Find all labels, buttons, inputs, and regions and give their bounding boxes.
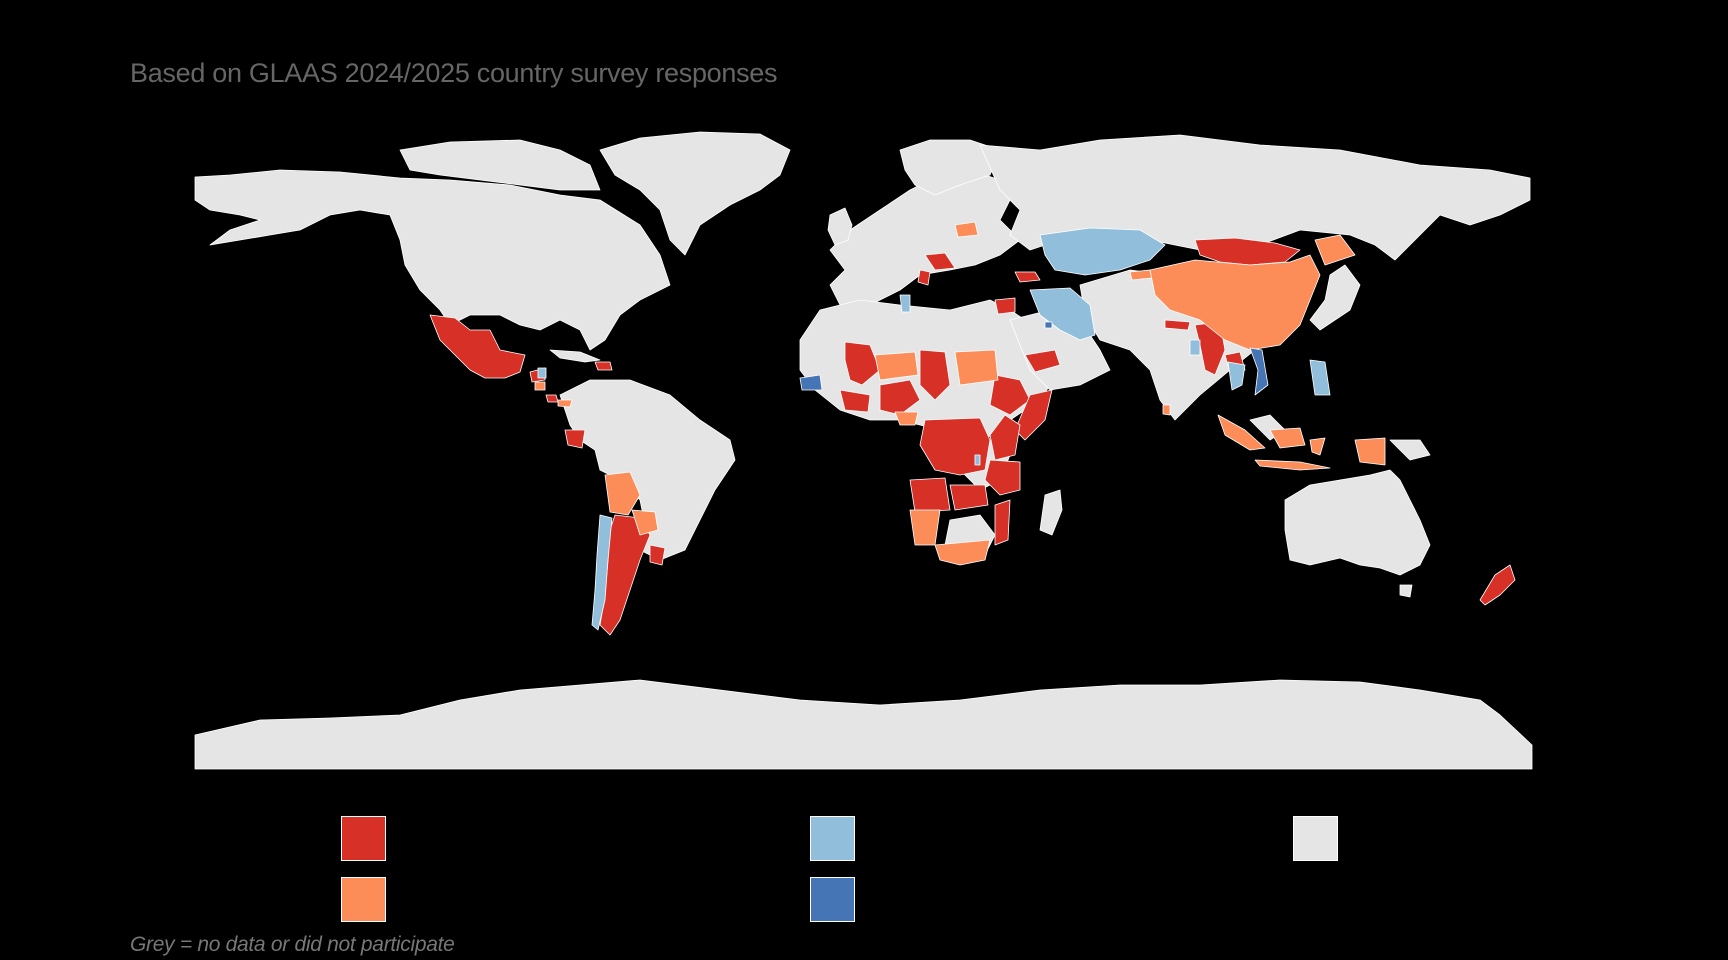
map-subtitle: Based on GLAAS 2024/2025 country survey … <box>130 58 778 88</box>
footnote: Grey = no data or did not participate <box>130 933 455 956</box>
legend-swatch-red <box>341 816 386 861</box>
orange-countries <box>534 221 1386 566</box>
legend-swatch-dark-blue <box>810 877 855 922</box>
red-countries <box>429 237 1516 636</box>
light-blue-countries <box>537 227 1331 631</box>
grey-landmass <box>194 131 1533 770</box>
legend-swatch-orange <box>341 877 386 922</box>
legend-swatch-light-blue <box>810 816 855 861</box>
legend-swatch-grey <box>1293 816 1338 861</box>
dark-blue-countries <box>799 321 1269 396</box>
